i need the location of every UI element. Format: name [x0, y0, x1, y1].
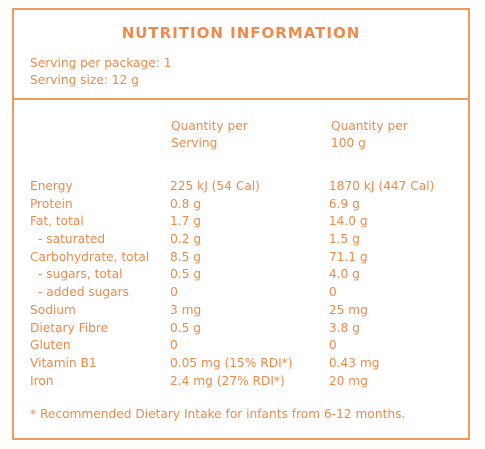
- per-100g-value: 4.0 g: [328, 267, 360, 282]
- per-serving-value: 0: [170, 338, 178, 353]
- nutrient-label: Protein: [30, 196, 73, 211]
- nutrient-label: Iron: [30, 373, 54, 388]
- per-serving-value: 225 kJ (54 Cal): [170, 179, 260, 193]
- per-100g-value: 0: [328, 338, 337, 353]
- table-row: Energy 225 kJ (54 Cal) 1870 kJ (447 Cal): [30, 178, 458, 196]
- per-100g-value: 1870 kJ (447 Cal): [328, 179, 435, 193]
- per-100g-value: 6.9 g: [328, 196, 360, 211]
- nutrient-label: Gluten: [30, 338, 71, 353]
- per-serving-value: 1.7 g: [170, 214, 202, 229]
- per-serving-value: 0.8 g: [170, 196, 202, 211]
- table-row: Fat, total 1.7 g 14.0 g: [30, 213, 458, 231]
- per-100g-value: 1.5 g: [328, 232, 360, 247]
- table-row: Iron 2.4 mg (27% RDI*) 20 mg: [30, 373, 458, 391]
- table-row: Gluten 0 0: [30, 337, 458, 355]
- panel-title: NUTRITION INFORMATION: [121, 24, 361, 42]
- table-row: Vitamin B1 0.05 mg (15% RDI*) 0.43 mg: [30, 355, 458, 373]
- nutrient-label: - added sugars: [38, 285, 129, 300]
- per-100g-value: 71.1 g: [328, 249, 368, 264]
- per-serving-value: 3 mg: [170, 302, 202, 317]
- column-header-per-100g: Quantity per 100 g: [331, 118, 408, 152]
- nutrition-panel: NUTRITION INFORMATION Serving per packag…: [12, 8, 470, 440]
- nutrient-label: - sugars, total: [38, 267, 123, 282]
- header-divider: [14, 98, 468, 100]
- nutrient-label: Sodium: [30, 302, 76, 317]
- per-serving-value: 2.4 mg (27% RDI*): [170, 373, 285, 388]
- table-row: Dietary Fibre 0.5 g 3.8 g: [30, 320, 458, 338]
- per-serving-value: 0: [170, 285, 178, 300]
- column-header-per-serving-line2: Serving: [171, 136, 218, 150]
- per-serving-value: 0.5 g: [170, 320, 202, 335]
- column-header-per-100g-line2: 100 g: [331, 136, 366, 150]
- table-row: - added sugars 0 0: [30, 284, 458, 302]
- nutrient-label: - saturated: [38, 232, 106, 247]
- column-header-per-serving: Quantity per Serving: [171, 118, 248, 152]
- table-row: - sugars, total 0.5 g 4.0 g: [30, 266, 458, 284]
- table-row: Carbohydrate, total 8.5 g 71.1 g: [30, 249, 458, 267]
- nutrient-label: Vitamin B1: [30, 355, 97, 370]
- nutrient-label: Dietary Fibre: [30, 320, 109, 335]
- per-100g-value: 3.8 g: [328, 320, 360, 335]
- per-100g-value: 20 mg: [328, 373, 368, 388]
- nutrient-label: Carbohydrate, total: [30, 249, 150, 264]
- per-serving-value: 0.05 mg (15% RDI*): [170, 355, 293, 370]
- nutrition-table: Energy 225 kJ (54 Cal) 1870 kJ (447 Cal)…: [30, 178, 458, 390]
- serving-info: Serving per package: 1 Serving size: 12 …: [30, 55, 171, 89]
- table-row: Protein 0.8 g 6.9 g: [30, 196, 458, 214]
- nutrient-label: Energy: [30, 179, 73, 193]
- per-serving-value: 8.5 g: [170, 249, 202, 264]
- serving-per-package: Serving per package: 1: [30, 56, 172, 70]
- per-100g-value: 0: [328, 285, 337, 300]
- per-100g-value: 14.0 g: [328, 214, 368, 229]
- serving-size: Serving size: 12 g: [30, 73, 139, 87]
- column-header-per-serving-line1: Quantity per: [171, 119, 248, 133]
- nutrient-label: Fat, total: [30, 214, 84, 229]
- table-row: - saturated 0.2 g 1.5 g: [30, 231, 458, 249]
- column-header-per-100g-line1: Quantity per: [331, 119, 408, 133]
- per-100g-value: 0.43 mg: [328, 355, 380, 370]
- table-row: Sodium 3 mg 25 mg: [30, 302, 458, 320]
- rdi-footnote: * Recommended Dietary Intake for infants…: [30, 407, 406, 421]
- per-serving-value: 0.2 g: [170, 232, 202, 247]
- per-100g-value: 25 mg: [328, 302, 368, 317]
- per-serving-value: 0.5 g: [170, 267, 202, 282]
